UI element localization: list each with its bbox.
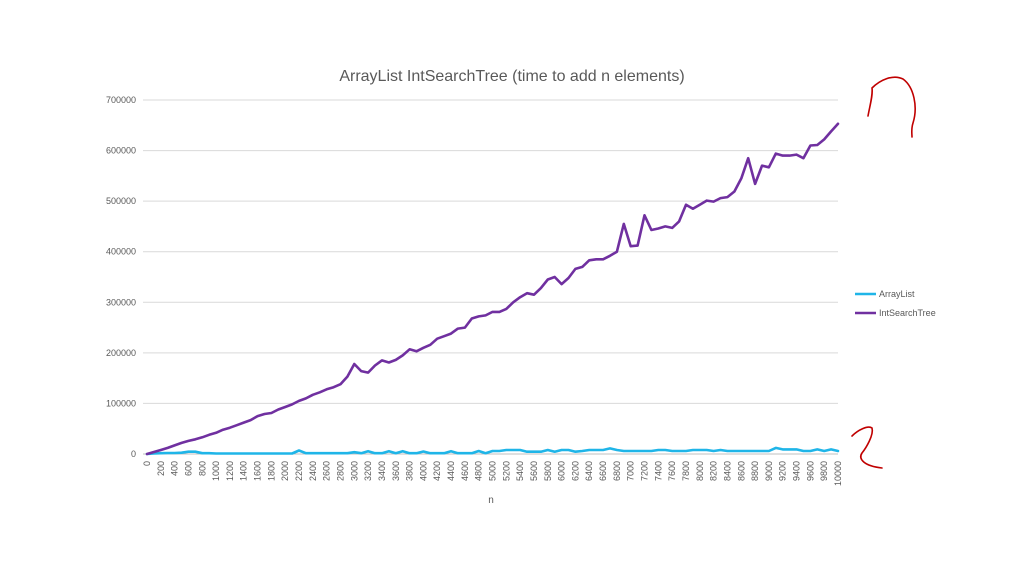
x-tick-label: 1200 <box>225 461 235 481</box>
x-tick-label: 3400 <box>377 461 387 481</box>
y-tick-label: 300000 <box>106 297 136 307</box>
x-tick-label: 9200 <box>778 461 788 481</box>
x-tick-label: 0 <box>142 461 152 466</box>
x-tick-label: 4800 <box>474 461 484 481</box>
series-line-intsearchtree <box>145 122 840 456</box>
legend: ArrayList IntSearchTree <box>855 289 936 318</box>
x-tick-label: 600 <box>183 461 193 476</box>
y-tick-label: 100000 <box>106 398 136 408</box>
x-axis-label: n <box>488 495 494 506</box>
x-tick-label: 4400 <box>446 461 456 481</box>
y-tick-label: 400000 <box>106 247 136 257</box>
x-tick-label: 10000 <box>833 461 843 486</box>
x-tick-label: 7400 <box>653 461 663 481</box>
handwritten-mark-top-right <box>867 76 916 138</box>
x-tick-label: 1800 <box>266 461 276 481</box>
x-tick-label: 5600 <box>529 461 539 481</box>
x-tick-label: 6400 <box>584 461 594 481</box>
x-tick-label: 4000 <box>418 461 428 481</box>
x-tick-label: 9600 <box>805 461 815 481</box>
y-tick-label: 500000 <box>106 196 136 206</box>
x-tick-label: 8600 <box>736 461 746 481</box>
x-tick-label: 6000 <box>557 461 567 481</box>
series-lines <box>145 122 840 456</box>
x-tick-label: 6200 <box>570 461 580 481</box>
x-tick-label: 2000 <box>280 461 290 481</box>
x-tick-label: 2600 <box>322 461 332 481</box>
x-tick-label: 2800 <box>335 461 345 481</box>
x-axis: 0 200 400 600 800 1000 1200 1400 1600 1800 2000 220… <box>142 461 843 486</box>
x-tick-label: 8000 <box>695 461 705 481</box>
legend-label-intsearchtree: IntSearchTree <box>879 308 936 318</box>
x-tick-label: 200 <box>156 461 166 476</box>
x-tick-label: 1000 <box>211 461 221 481</box>
y-tick-label: 200000 <box>106 348 136 358</box>
x-tick-label: 8400 <box>722 461 732 481</box>
x-tick-label: 7600 <box>667 461 677 481</box>
handwritten-annotations <box>851 76 916 469</box>
x-tick-label: 7800 <box>681 461 691 481</box>
x-tick-label: 1400 <box>239 461 249 481</box>
x-tick-label: 8200 <box>709 461 719 481</box>
y-tick-label: 700000 <box>106 95 136 105</box>
chart-title: ArrayList IntSearchTree (time to add n e… <box>339 68 684 85</box>
x-tick-label: 9400 <box>792 461 802 481</box>
x-tick-label: 800 <box>197 461 207 476</box>
x-tick-label: 3200 <box>363 461 373 481</box>
x-tick-label: 3600 <box>391 461 401 481</box>
x-tick-label: 4200 <box>432 461 442 481</box>
series-line-arraylist <box>145 446 840 456</box>
x-tick-label: 2200 <box>294 461 304 481</box>
x-tick-label: 9000 <box>764 461 774 481</box>
x-tick-label: 5400 <box>515 461 525 481</box>
y-tick-label: 0 <box>131 449 136 459</box>
x-tick-label: 8800 <box>750 461 760 481</box>
x-tick-label: 400 <box>170 461 180 476</box>
x-tick-label: 7200 <box>640 461 650 481</box>
x-tick-label: 5200 <box>501 461 511 481</box>
handwritten-mark-bottom-right <box>851 426 883 469</box>
x-tick-label: 7000 <box>626 461 636 481</box>
x-tick-label: 4600 <box>460 461 470 481</box>
x-tick-label: 5800 <box>543 461 553 481</box>
x-tick-label: 5000 <box>488 461 498 481</box>
y-tick-label: 600000 <box>106 146 136 156</box>
x-tick-label: 6800 <box>612 461 622 481</box>
legend-label-arraylist: ArrayList <box>879 289 915 299</box>
x-tick-label: 1600 <box>253 461 263 481</box>
x-tick-label: 3000 <box>349 461 359 481</box>
x-tick-label: 3800 <box>405 461 415 481</box>
x-tick-label: 6600 <box>598 461 608 481</box>
x-tick-label: 2400 <box>308 461 318 481</box>
y-axis: 0 100000 200000 300000 400000 500000 600000 700… <box>106 95 136 459</box>
gridlines <box>143 99 838 455</box>
x-tick-label: 9800 <box>819 461 829 481</box>
